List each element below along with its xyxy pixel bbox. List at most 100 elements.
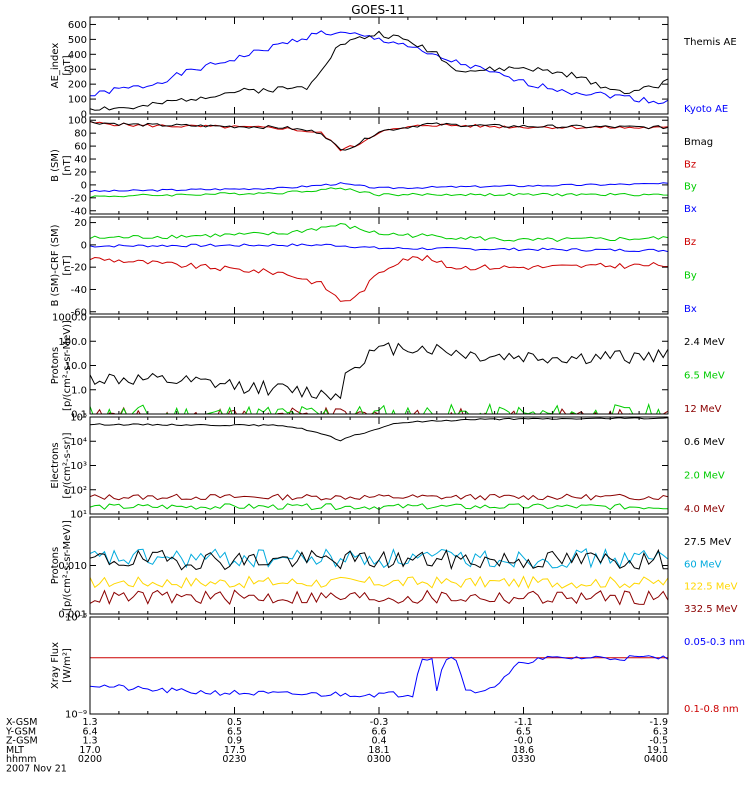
ephemeris-value: -1.9 — [649, 717, 668, 728]
series-line-5-3 — [90, 417, 668, 442]
legend: 27.5 MeV 60 MeV 122.5 MeV 332.5 MeV — [684, 537, 738, 615]
y-tick-label: 60 — [74, 142, 87, 153]
y-tick-label: 0 — [81, 240, 87, 251]
legend: Bmag Bz By Bx — [684, 137, 713, 215]
panel-4: 0.1 1.0 10.0 100.0 1000.0Protons[p/(cm²-s-sr… — [50, 313, 725, 421]
legend-entry: 0.05-0.3 nm — [684, 637, 745, 648]
ephemeris-value: 1.3 — [82, 717, 97, 728]
legend-entry: 332.5 MeV — [684, 604, 738, 615]
y-tick-label: 10⁵ — [70, 413, 87, 424]
ephemeris-value: -0.0 — [514, 736, 533, 747]
legend: 2.4 MeV 6.5 MeV 12 MeV — [684, 337, 725, 415]
series-line-6-1 — [90, 589, 668, 606]
legend-entry: Bx — [684, 204, 697, 215]
y-tick-label: 20 — [74, 218, 87, 229]
legend-entry: 60 MeV — [684, 559, 722, 570]
legend-entry: Bz — [684, 237, 696, 248]
y-tick-label: -40 — [71, 285, 87, 296]
ephemeris-value: 0.4 — [371, 736, 386, 747]
legend: Bz By Bx — [684, 237, 697, 315]
series-line-1-1 — [90, 30, 668, 105]
ephemeris-value: 0400 — [644, 754, 668, 765]
panel-3: -60 -40 -20 0 20B (SM)-CRF (SM)[nT] Bz By Bx — [50, 216, 697, 318]
panel-frame — [89, 116, 669, 215]
y-tick-label: 10.0 — [65, 361, 87, 372]
y-tick-label: 1.0 — [71, 385, 87, 396]
ephemeris-value: 0.5 — [227, 717, 242, 728]
ephemeris-value: 6.3 — [653, 726, 668, 737]
panel-frame — [89, 216, 669, 315]
ephemeris-date: 2007 Nov 21 — [6, 764, 67, 775]
ephemeris-row-label: X-GSM — [6, 717, 37, 728]
legend-entry: Themis AE — [683, 37, 737, 48]
y-tick-label: -20 — [71, 193, 87, 204]
series-line-2-4 — [90, 120, 668, 151]
y-axis-label: B (SM)-CRF (SM)[nT] — [50, 224, 73, 306]
y-tick-label: 0 — [81, 180, 87, 191]
y-tick-label: 100 — [68, 116, 87, 127]
legend-entry: By — [684, 271, 697, 282]
y-tick-label: 0.001 — [58, 610, 87, 621]
ephemeris-value: 19.1 — [647, 745, 668, 756]
series-line-2-2 — [90, 187, 668, 199]
y-axis-label: AE_index[nT] — [50, 43, 73, 89]
legend-entry: Bx — [684, 304, 697, 315]
series-line-6-4 — [90, 548, 668, 571]
ephemeris-value: 6.6 — [371, 726, 386, 737]
ephemeris-value: 18.6 — [513, 745, 534, 756]
y-tick-label: 600 — [68, 20, 87, 31]
series-line-5-1 — [90, 493, 668, 501]
series-line-1-2 — [90, 30, 668, 111]
ephemeris-value: -0.3 — [370, 717, 389, 728]
ephemeris-row-label: Y-GSM — [5, 726, 36, 737]
y-tick-label: 10⁻⁹ — [65, 710, 87, 721]
legend-entry: 12 MeV — [684, 404, 722, 415]
ephemeris-row-label: MLT — [6, 745, 24, 756]
ephemeris-value: -0.5 — [649, 736, 668, 747]
y-tick-label: 0 — [81, 110, 87, 121]
y-axis-label: B (SM)[nT] — [50, 149, 73, 182]
legend-entry: 2.0 MeV — [684, 471, 725, 482]
legend: Themis AE Kyoto AE — [683, 37, 737, 115]
y-tick-label: 300 — [68, 65, 87, 76]
legend-entry: 6.5 MeV — [684, 371, 725, 382]
y-tick-label: 0.010 — [58, 561, 87, 572]
y-tick-label: -60 — [71, 307, 87, 318]
figure-title: GOES-11 — [351, 3, 405, 17]
y-tick-label: 10² — [70, 485, 87, 496]
series-line-3-2 — [90, 222, 668, 242]
ephemeris-value: 17.0 — [79, 745, 100, 756]
ephemeris-value: 0330 — [511, 754, 535, 765]
y-tick-label: 80 — [74, 129, 87, 140]
legend-entry: By — [684, 182, 697, 193]
legend-entry: Kyoto AE — [684, 104, 728, 115]
panel-frame — [89, 316, 669, 415]
legend-entry: 4.0 MeV — [684, 504, 725, 515]
ephemeris-value: 6.5 — [516, 726, 531, 737]
ephemeris-value: 0230 — [222, 754, 246, 765]
legend-entry: Bz — [684, 159, 696, 170]
ephemeris-value: 0300 — [367, 754, 391, 765]
legend-entry: 0.1-0.8 nm — [684, 704, 739, 715]
y-tick-label: 10¹ — [70, 510, 87, 521]
series-line-4-1 — [95, 406, 668, 414]
y-tick-label: 10⁴ — [70, 437, 87, 448]
y-tick-label: 10³ — [70, 461, 87, 472]
series-line-2-3 — [90, 121, 668, 152]
y-tick-label: -20 — [71, 263, 87, 274]
legend: 0.6 MeV 2.0 MeV 4.0 MeV — [684, 437, 725, 515]
legend-entry: 122.5 MeV — [684, 582, 738, 593]
ephemeris-row-label: hhmm — [6, 754, 37, 765]
y-axis-label: Protons[p/(cm²-s-sr-MeV)] — [50, 520, 73, 611]
series-line-6-2 — [90, 575, 668, 590]
y-tick-label: 20 — [74, 167, 87, 178]
panel-5: 10¹ 10² 10³ 10⁴ 10⁵ Electrons[e/(cm²-s-sr)] 0.… — [50, 413, 725, 521]
ephemeris-value: 6.4 — [82, 726, 97, 737]
y-tick-label: 10⁻⁸ — [65, 613, 87, 624]
legend: 0.05-0.3 nm 0.1-0.8 nm — [684, 637, 745, 715]
legend-entry: Bmag — [684, 137, 713, 148]
series-line-2-1 — [90, 182, 668, 193]
legend-entry: 2.4 MeV — [684, 337, 725, 348]
